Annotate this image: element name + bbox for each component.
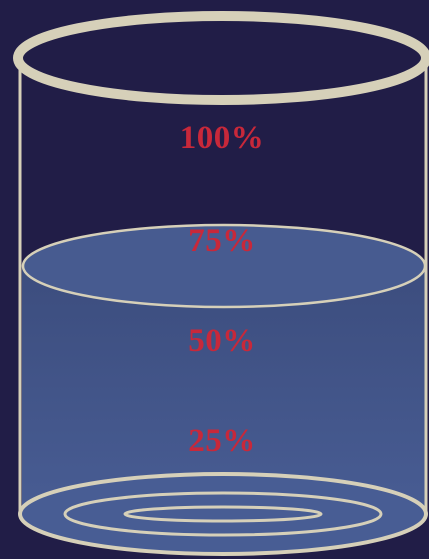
beaker-base-center-ring bbox=[123, 505, 323, 523]
label-75-percent: 75% bbox=[188, 223, 256, 259]
beaker-base bbox=[18, 472, 428, 556]
beaker-base-inner-ring bbox=[63, 491, 383, 537]
label-50-percent: 50% bbox=[188, 323, 256, 359]
beaker-rim bbox=[13, 11, 429, 105]
label-25-percent: 25% bbox=[188, 423, 256, 459]
label-100-percent: 100% bbox=[180, 120, 265, 156]
liquid-surface bbox=[21, 223, 427, 309]
